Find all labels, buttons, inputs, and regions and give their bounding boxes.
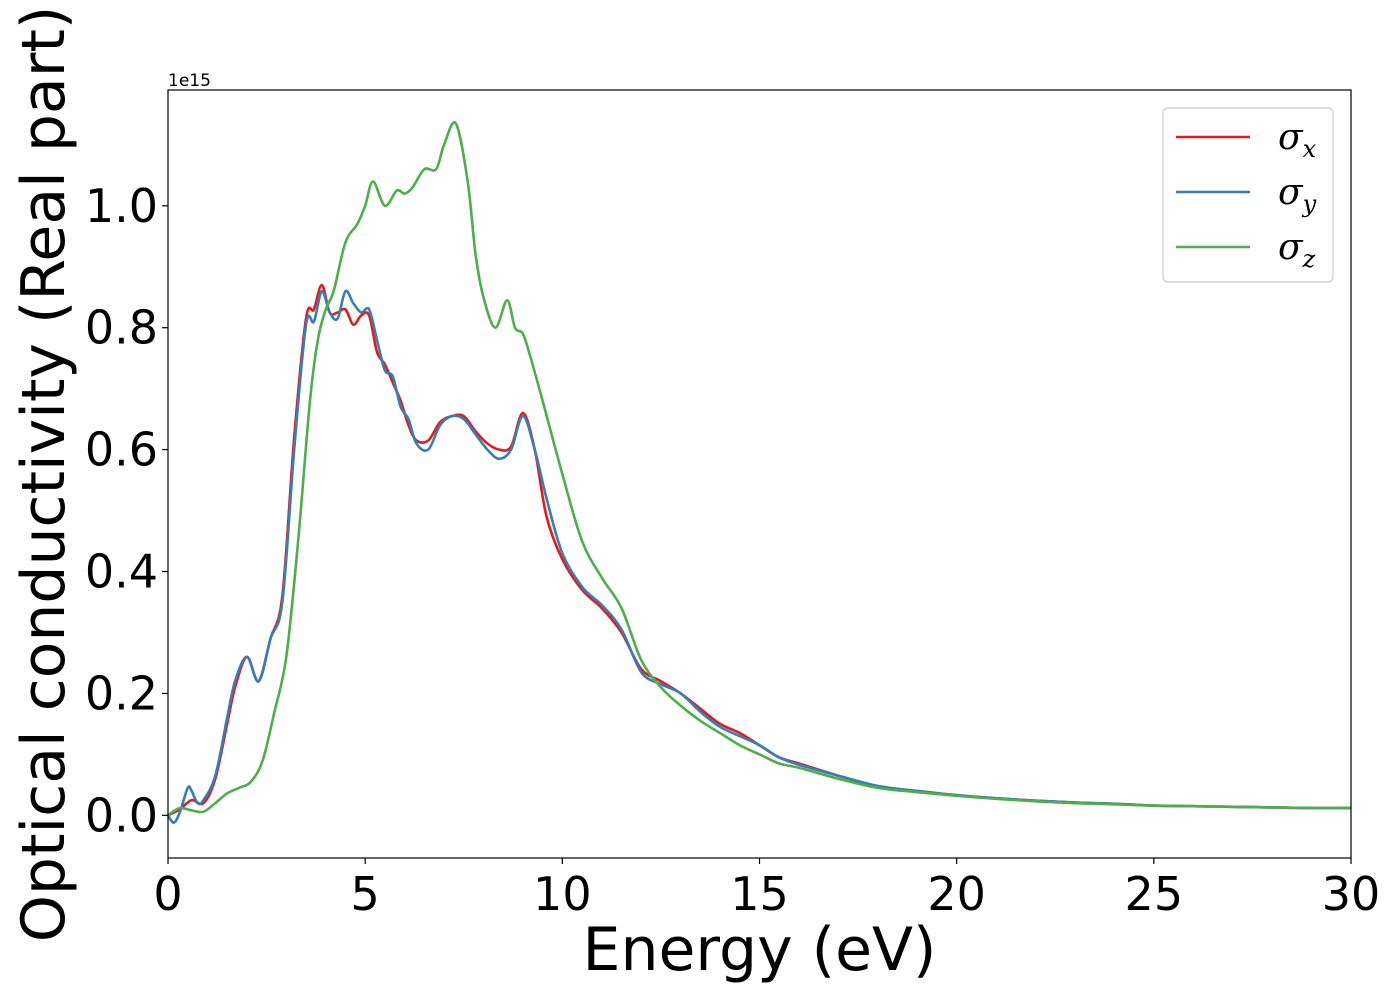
legend-box [1162, 107, 1334, 283]
y-axis: 0.0 0.2 0.4 0.6 0.8 1.0 [85, 179, 168, 842]
x-tick-label: 5 [351, 867, 380, 921]
x-tick-label: 0 [153, 867, 182, 921]
legend-label-y: σy [1278, 172, 1317, 218]
y-tick-label: 1.0 [85, 179, 158, 233]
y-tick-label: 0.4 [85, 545, 158, 599]
y-offset-text: 1e15 [168, 71, 211, 91]
legend: σx σy σz [1162, 107, 1334, 283]
x-tick-label: 15 [730, 867, 789, 921]
series-layer [166, 121, 1352, 824]
y-tick-label: 0.0 [85, 788, 158, 842]
legend-label-x: σx [1278, 117, 1317, 163]
legend-label-z: σz [1278, 227, 1316, 273]
y-tick-label: 0.6 [85, 423, 158, 477]
x-tick-label: 25 [1125, 867, 1184, 921]
series-line-z [167, 121, 1352, 817]
y-tick-label: 0.2 [85, 666, 158, 720]
x-axis: 0 5 10 15 20 25 30 [153, 858, 1380, 921]
y-axis-title: Optical conductivity (Real part) [9, 6, 79, 943]
x-tick-label: 30 [1322, 867, 1381, 921]
x-axis-title: Energy (eV) [583, 915, 937, 985]
y-tick-label: 0.8 [85, 301, 158, 355]
x-tick-label: 10 [533, 867, 592, 921]
x-tick-label: 20 [927, 867, 986, 921]
series-line-y [166, 289, 1352, 824]
